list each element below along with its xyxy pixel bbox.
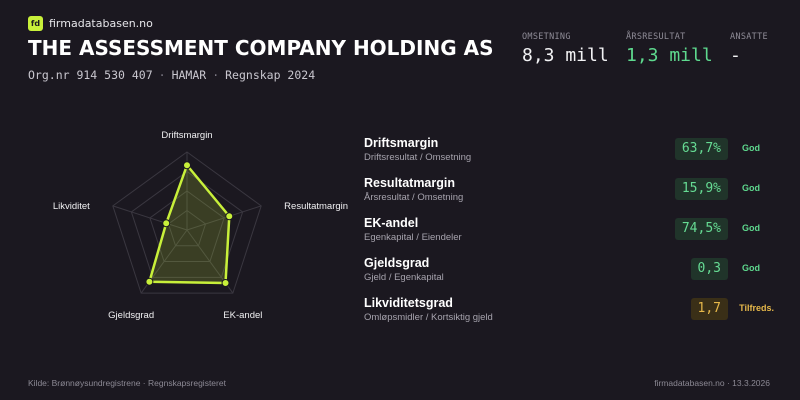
metric-name: EK-andel [364,216,419,230]
kpi-employees: ANSATTE - [730,32,768,66]
company-location: HAMAR [171,68,207,82]
metric-status: God [742,183,760,193]
metric-status: Tilfreds. [739,303,774,313]
radar-spoke [112,205,188,231]
metric-value: 15,9% [674,178,728,200]
metric-row: Resultatmargin Årsresultat / Omsetning 1… [364,172,774,212]
metric-value: 74,5% [674,218,728,240]
org-number: Org.nr 914 530 407 [28,68,153,82]
radar-axis-label: Resultatmargin [284,201,348,212]
radar-area [148,164,231,285]
radar-spoke [186,205,262,231]
source-note: Kilde: Brønnøysundregistrene · Regnskaps… [28,378,226,388]
metric-row: Gjeldsgrad Gjeld / Egenkapital 0,3 God [364,252,774,292]
metric-status: God [742,143,760,153]
brand-name: firmadatabasen.no [49,17,153,30]
brand[interactable]: fd firmadatabasen.no [28,16,153,31]
metric-status: God [742,263,760,273]
metric-formula: Driftsresultat / Omsetning [364,152,472,163]
metric-row: EK-andel Egenkapital / Eiendeler 74,5% G… [364,212,774,252]
radar-point [221,279,230,288]
radar-axis-label: Gjeldsgrad [108,310,154,321]
radar-point [145,277,154,286]
kpi-employees-value: - [730,45,741,66]
radar-point [162,219,171,228]
metric-name: Likviditetsgrad [364,296,453,310]
metric-name: Driftsmargin [364,136,439,150]
kpi-revenue: OMSETNING 8,3 mill [522,32,609,66]
radar-ring [112,151,262,294]
kpi-revenue-label: OMSETNING [522,32,571,42]
radar-ring [130,170,244,278]
kpi-result: ÅRSRESULTAT 1,3 mill [626,32,713,66]
radar-axis-label: Driftsmargin [161,130,212,141]
radar-ring [167,209,207,247]
kpi-employees-label: ANSATTE [730,32,768,42]
metric-name: Gjeldsgrad [364,256,430,270]
metrics-list: Driftsmargin Driftsresultat / Omsetning … [364,132,774,332]
site-date-note: firmadatabasen.no · 13.3.2026 [654,378,770,388]
brand-logo-icon: fd [28,16,43,31]
metric-formula: Gjeld / Egenkapital [364,272,444,283]
metric-value: 63,7% [674,138,728,160]
radar-axis-label: Likviditet [53,201,90,212]
metric-formula: Årsresultat / Omsetning [364,192,464,203]
company-meta: Org.nr 914 530 407 · HAMAR · Regnskap 2024 [28,68,315,82]
kpi-revenue-value: 8,3 mill [522,45,609,66]
accounting-period: Regnskap 2024 [225,68,316,82]
radar-grid [112,151,262,294]
radar-chart: Driftsmargin Resultatmargin EK-andel Gjelds… [53,130,348,321]
radar-points [145,161,234,288]
kpi-result-label: ÅRSRESULTAT [626,32,686,42]
kpi-result-value: 1,3 mill [626,45,713,66]
radar-point [225,212,234,221]
metric-row: Driftsmargin Driftsresultat / Omsetning … [364,132,774,172]
metric-row: Likviditetsgrad Omløpsmidler / Kortsikti… [364,292,774,332]
metric-status: God [742,223,760,233]
meta-separator: · [212,68,220,82]
metric-value: 1,7 [690,298,728,320]
metric-name: Resultatmargin [364,176,455,190]
radar-ring [149,190,225,263]
meta-separator: · [158,68,166,82]
metric-value: 0,3 [690,258,728,280]
radar-labels: Driftsmargin Resultatmargin EK-andel Gjelds… [53,130,348,321]
company-title: THE ASSESSMENT COMPANY HOLDING AS [28,36,494,60]
radar-axis-label: EK-andel [223,310,262,321]
metric-formula: Egenkapital / Eiendeler [364,232,462,243]
radar-point [183,161,191,170]
metric-formula: Omløpsmidler / Kortsiktig gjeld [364,312,493,323]
